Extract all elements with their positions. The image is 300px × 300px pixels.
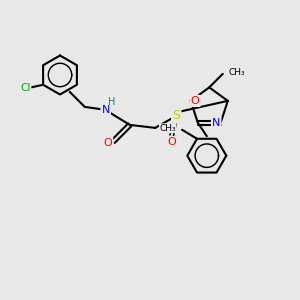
Text: CH₃: CH₃ (228, 68, 245, 77)
Text: N: N (102, 105, 110, 115)
Text: CH₃: CH₃ (159, 124, 176, 133)
Text: O: O (103, 138, 112, 148)
Text: O: O (191, 96, 200, 106)
Text: Cl: Cl (20, 83, 30, 93)
Text: H: H (108, 98, 116, 107)
Text: N: N (212, 118, 220, 128)
Text: O: O (167, 137, 176, 147)
Text: S: S (172, 110, 180, 122)
